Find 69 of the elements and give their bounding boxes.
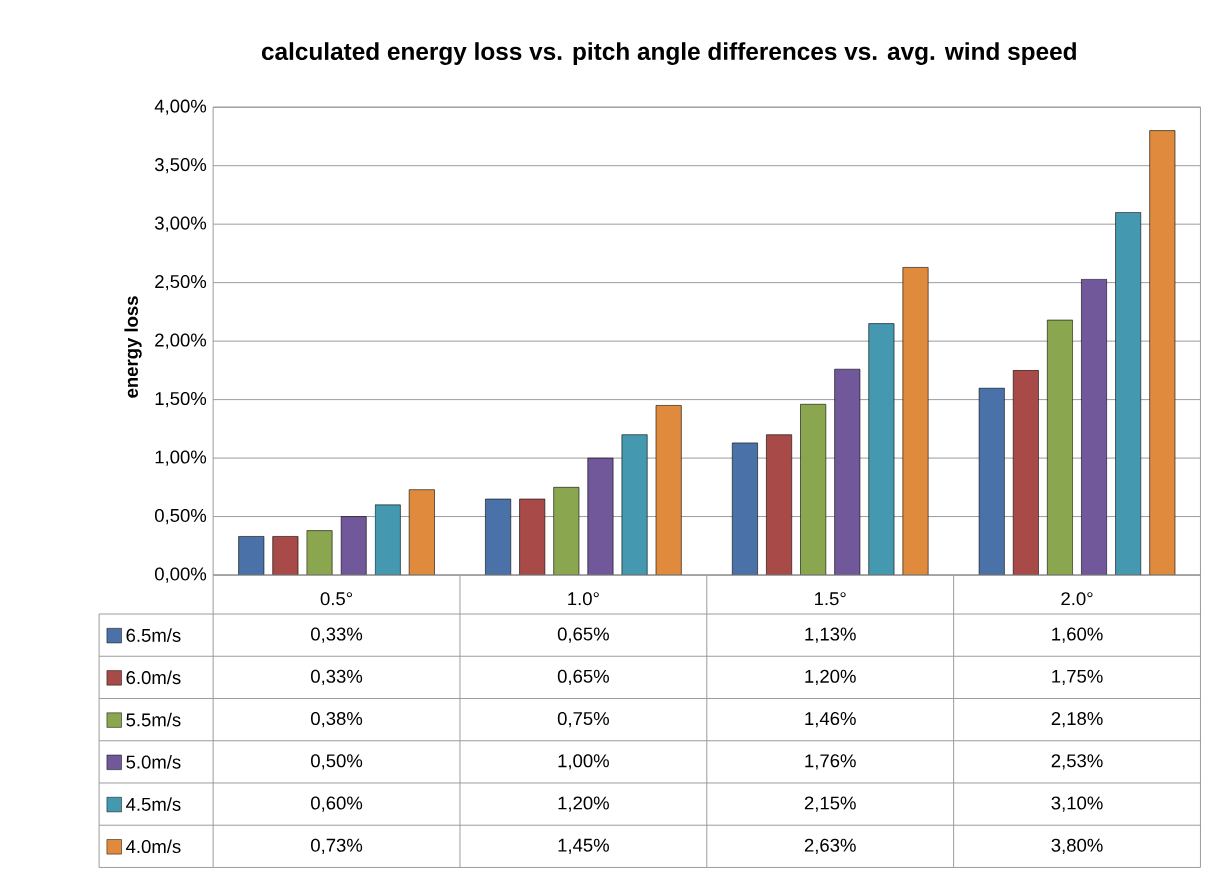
- bar: [868, 323, 895, 575]
- bar: [1081, 278, 1108, 575]
- bar: [834, 368, 861, 575]
- data-label: 0,65%: [557, 627, 609, 643]
- x-tick-label: 1.5°: [815, 592, 846, 606]
- legend-label: 6.5m/s: [126, 628, 181, 642]
- bar: [766, 434, 793, 575]
- bar: [1047, 319, 1073, 575]
- bar: [800, 403, 827, 575]
- y-tick-label: 3,00%: [154, 216, 207, 232]
- data-label: 1,13%: [805, 627, 856, 643]
- bar: [519, 498, 546, 575]
- x-tick-label: 2.0°: [1061, 592, 1093, 606]
- data-label: 3,10%: [1051, 796, 1103, 812]
- bar: [1149, 130, 1176, 575]
- bar: [1115, 212, 1142, 575]
- bar: [306, 530, 333, 575]
- bar: [902, 267, 929, 575]
- data-label: 0,65%: [557, 669, 609, 685]
- data-label: 2,63%: [804, 838, 856, 854]
- legend-label: 4.5m/s: [126, 797, 181, 811]
- bar: [553, 486, 580, 575]
- x-tick-label: 1.0°: [568, 592, 599, 606]
- y-tick-label: 1,00%: [155, 450, 207, 466]
- data-label: 0,60%: [311, 796, 363, 812]
- bar: [978, 387, 1005, 575]
- y-tick-label: 4,00%: [154, 99, 207, 115]
- data-label: 0,38%: [311, 711, 363, 728]
- data-label: 0,73%: [311, 838, 363, 854]
- bar: [238, 536, 265, 575]
- y-tick-label: 2,00%: [155, 333, 207, 349]
- bar: [587, 457, 614, 575]
- bar: [374, 504, 401, 575]
- bar: [655, 405, 682, 575]
- chart-title: calculated energy loss vs. pitch angle differences vs. avg. wind speed: [261, 42, 1076, 65]
- y-tick-label: 2,50%: [155, 274, 207, 291]
- data-label: 1,20%: [805, 669, 856, 685]
- bar: [340, 516, 367, 575]
- y-tick-label: 0,00%: [154, 567, 207, 583]
- data-label: 0,50%: [311, 754, 363, 770]
- data-label: 2,15%: [804, 796, 856, 812]
- y-axis-title: energy loss: [124, 296, 142, 398]
- data-label: 1,75%: [1052, 669, 1103, 685]
- legend-label: 5.0m/s: [126, 755, 181, 769]
- data-label: 1,20%: [558, 796, 609, 812]
- y-tick-label: 3,50%: [154, 157, 207, 174]
- data-label: 2,53%: [1051, 754, 1103, 770]
- data-label: 2,18%: [1051, 711, 1103, 728]
- bar: [408, 489, 435, 575]
- data-label: 1,00%: [558, 754, 609, 770]
- data-label: 0,33%: [311, 669, 363, 685]
- bar: [272, 536, 299, 575]
- bar: [621, 434, 648, 575]
- bar: [1012, 370, 1039, 575]
- bar: [485, 498, 512, 575]
- legend-label: 5.5m/s: [126, 712, 181, 727]
- y-tick-label: 1,50%: [155, 391, 207, 408]
- data-label: 0,75%: [557, 711, 609, 728]
- x-tick-label: 0.5°: [320, 592, 353, 606]
- data-label: 0,33%: [311, 627, 363, 643]
- data-label: 1,45%: [558, 838, 609, 854]
- data-label: 1,60%: [1052, 627, 1103, 643]
- data-label: 1,46%: [805, 711, 856, 728]
- legend-label: 4.0m/s: [126, 839, 181, 854]
- data-label: 1,76%: [805, 754, 856, 770]
- data-label: 3,80%: [1051, 838, 1103, 854]
- legend-label: 6.0m/s: [126, 670, 181, 685]
- y-tick-label: 0,50%: [154, 508, 207, 525]
- bar: [731, 442, 758, 575]
